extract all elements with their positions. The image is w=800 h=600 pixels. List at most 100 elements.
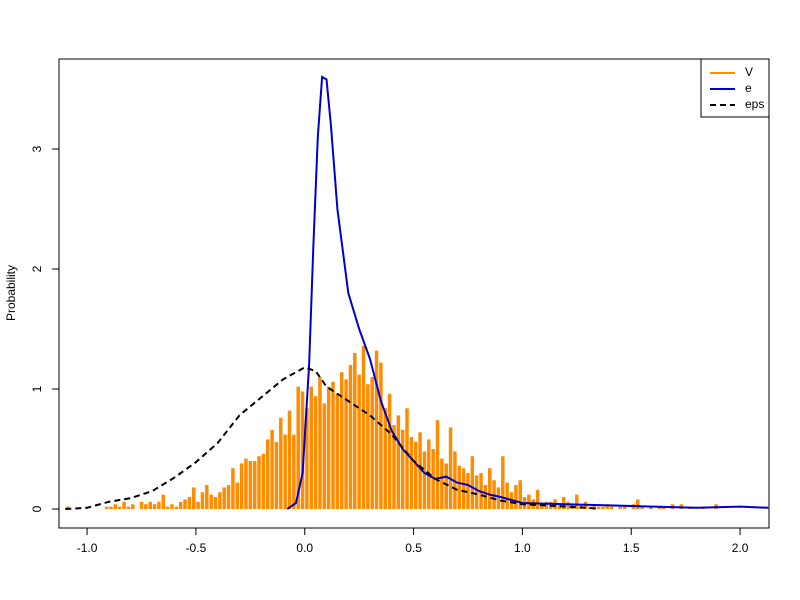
histogram-bar: [196, 501, 200, 510]
histogram-bar: [139, 501, 144, 510]
histogram-bar: [605, 504, 610, 510]
histogram-bar: [544, 501, 549, 510]
histogram-bar: [226, 485, 231, 510]
histogram-bar: [592, 504, 596, 510]
histogram-bar: [270, 429, 274, 510]
histogram-bar: [357, 374, 361, 510]
histogram-bar: [383, 408, 388, 510]
histogram-bar: [165, 506, 170, 510]
histogram-bar: [183, 499, 187, 510]
histogram-bar: [640, 506, 644, 510]
histogram-bar: [609, 506, 614, 510]
histogram-bar: [331, 381, 335, 510]
histogram-bar: [557, 504, 562, 510]
histogram-bar: [109, 506, 113, 510]
histogram-bar: [440, 458, 444, 510]
histogram-bar: [152, 504, 157, 510]
histogram-bar: [296, 386, 300, 510]
histogram-bar: [279, 417, 283, 510]
histogram-bar: [274, 441, 279, 510]
histogram-bar: [527, 494, 531, 510]
histogram-bar: [131, 504, 135, 510]
histogram-bar: [435, 420, 440, 510]
histogram-bar: [187, 497, 192, 510]
histogram-bar: [379, 362, 383, 510]
legend-label: eps: [745, 97, 764, 111]
histogram-bar: [657, 506, 662, 510]
histogram-bar: [213, 497, 218, 510]
histogram-bar: [448, 427, 453, 510]
histogram-bar: [414, 441, 418, 510]
histogram-bar: [265, 439, 270, 510]
x-tick-label: 0.5: [405, 541, 422, 555]
histogram-bar: [618, 506, 623, 510]
histogram-bar: [370, 377, 374, 510]
histogram-bar: [205, 485, 209, 510]
histogram-bar: [191, 487, 196, 510]
histogram-bar: [313, 396, 318, 510]
histogram-bar: [501, 456, 505, 510]
density-line: [65, 366, 599, 510]
histogram-bar: [361, 345, 366, 510]
histogram-bar: [418, 432, 422, 510]
histogram-bar: [252, 461, 257, 510]
histogram-bar: [257, 456, 261, 510]
histogram-bar: [305, 408, 309, 510]
x-tick-label: 1.0: [514, 541, 531, 555]
histogram-bar: [248, 461, 253, 510]
histogram-bar: [261, 453, 266, 510]
histogram-bar: [300, 391, 305, 510]
histogram-bar: [104, 506, 109, 510]
histogram-bar: [518, 480, 522, 510]
x-tick-label: -1.0: [77, 541, 98, 555]
histogram-bar: [322, 403, 327, 510]
histogram-bar: [239, 463, 244, 510]
histogram-bar: [400, 429, 405, 510]
histogram-bar: [535, 489, 540, 510]
y-tick-label: 3: [30, 145, 44, 152]
histogram-bar: [318, 377, 322, 510]
histogram-bar: [339, 372, 344, 510]
histogram-bar: [117, 506, 122, 510]
histogram-bar: [335, 393, 340, 510]
histogram-bar: [474, 475, 479, 510]
histogram-bar: [470, 456, 475, 510]
histogram-bar: [505, 482, 509, 510]
histogram-bar: [326, 386, 331, 510]
legend-label: e: [745, 81, 752, 95]
histogram-bar: [309, 386, 314, 510]
histogram-bar: [65, 506, 70, 510]
histogram-bar: [344, 379, 348, 510]
histogram-bar: [622, 506, 627, 510]
histogram-bar: [126, 506, 131, 510]
histogram-bar: [392, 425, 396, 510]
histogram-bar: [457, 465, 462, 510]
histogram-bar: [218, 492, 222, 510]
histogram-bar: [596, 506, 601, 510]
histogram-bar: [122, 501, 126, 510]
histogram-bar: [348, 365, 353, 510]
histogram-bar: [649, 506, 653, 510]
histogram-bar: [636, 499, 640, 510]
histogram-bar: [366, 384, 370, 510]
histogram-bar: [231, 468, 235, 510]
y-tick-label: 2: [30, 265, 44, 272]
histogram-bar: [157, 501, 161, 510]
x-tick-label: 0.0: [296, 541, 313, 555]
x-tick-label: -0.5: [186, 541, 207, 555]
y-tick-label: 0: [30, 505, 44, 512]
histogram-bar: [200, 492, 205, 510]
y-tick-label: 1: [30, 385, 44, 392]
y-axis-label: Probability: [4, 265, 18, 321]
histogram-bar: [374, 350, 379, 510]
histogram-bar: [422, 451, 427, 510]
histogram-bar: [178, 501, 183, 510]
legend-label: V: [745, 65, 753, 79]
histogram-bar: [431, 449, 435, 510]
histogram-bar: [396, 415, 401, 510]
histogram-bar: [283, 434, 287, 510]
histogram-bar: [113, 504, 118, 510]
histogram-bar: [444, 463, 448, 510]
histogram-bar: [161, 494, 165, 510]
histogram-bar: [453, 451, 457, 510]
